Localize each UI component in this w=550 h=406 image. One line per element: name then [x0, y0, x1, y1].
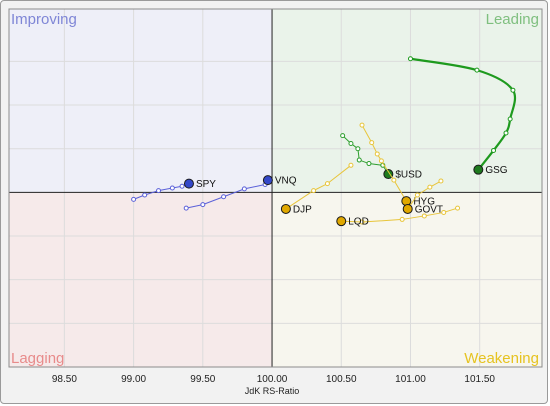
- series-point-usd-2: [355, 146, 361, 152]
- series-point-spy-4: [179, 183, 185, 189]
- series-point-vnq-1: [200, 202, 206, 208]
- series-point-govt-0: [438, 178, 444, 184]
- series-point-hyg-3: [378, 158, 384, 164]
- series-point-gsg-2: [510, 87, 516, 93]
- series-tail-djp: [285, 164, 352, 210]
- series-head-spy: [183, 178, 194, 189]
- series-point-govt-1: [427, 184, 433, 190]
- series-point-djp-2: [311, 188, 317, 194]
- quadrant-label-weakening: Weakening: [464, 350, 539, 367]
- series-point-gsg-5: [491, 147, 497, 153]
- series-point-djp-0: [348, 162, 354, 168]
- series-point-govt-2: [414, 192, 420, 198]
- series-point-gsg-0: [407, 56, 413, 62]
- x-tick-label: 101.00: [395, 374, 426, 385]
- x-tick-label: 98.50: [52, 374, 77, 385]
- plot-border: [8, 8, 543, 368]
- series-point-djp-1: [324, 181, 330, 187]
- series-label-djp: DJP: [293, 204, 312, 215]
- series-point-lqd-3: [399, 216, 405, 222]
- x-tick-label: 99.00: [121, 374, 146, 385]
- quadrant-label-leading: Leading: [486, 11, 539, 28]
- series-point-usd-3: [356, 157, 362, 163]
- quadrant-label-improving: Improving: [11, 11, 77, 28]
- series-point-usd-4: [366, 161, 372, 167]
- series-head-vnq: [262, 175, 273, 186]
- series-label-lqd: LQD: [348, 217, 369, 228]
- series-head-govt: [402, 203, 413, 214]
- series-head-lqd: [336, 216, 347, 227]
- series-point-vnq-2: [221, 194, 227, 200]
- x-tick-label: 100.00: [257, 374, 288, 385]
- series-point-hyg-1: [369, 140, 375, 146]
- quadrant-leading-bg: [272, 9, 542, 193]
- series-head-djp: [280, 203, 291, 214]
- series-point-gsg-1: [474, 67, 480, 73]
- series-point-lqd-2: [421, 213, 427, 219]
- grid-lines: [9, 9, 542, 367]
- series-point-vnq-0: [183, 205, 189, 211]
- series-label-gsg: GSG: [485, 165, 507, 176]
- series-label-vnq: VNQ: [275, 176, 297, 187]
- series-head-usd: [383, 169, 394, 180]
- series-point-spy-2: [156, 188, 162, 194]
- x-tick-label: 100.50: [326, 374, 357, 385]
- series-point-spy-3: [169, 185, 175, 191]
- series-point-lqd-4: [359, 219, 365, 225]
- series-label-hyg: HYG: [413, 197, 435, 208]
- series-point-lqd-1: [441, 209, 447, 215]
- quadrant-label-lagging: Lagging: [11, 350, 64, 367]
- quadrant-improving-bg: [9, 9, 273, 193]
- series-point-usd-1: [348, 140, 354, 146]
- series-point-spy-0: [131, 196, 137, 202]
- x-tick-label: 101.50: [464, 374, 495, 385]
- series-point-hyg-0: [359, 122, 365, 128]
- series-label-spy: SPY: [196, 179, 216, 190]
- x-axis-title: JdK RS-Ratio: [245, 386, 300, 396]
- x-tick-label: 99.50: [190, 374, 215, 385]
- series-point-lqd-0: [455, 205, 461, 211]
- series-point-hyg-2: [374, 151, 380, 157]
- series-point-gsg-4: [503, 130, 509, 136]
- series-point-spy-1: [142, 192, 148, 198]
- series-label-usd: $USD: [395, 170, 422, 181]
- series-label-govt: GOVT: [415, 204, 443, 215]
- series-head-gsg: [473, 164, 484, 175]
- series-point-hyg-4: [391, 177, 397, 183]
- series-point-usd-0: [340, 133, 346, 139]
- series-tail-govt: [407, 180, 442, 210]
- series-tail-hyg: [361, 124, 407, 202]
- series-point-vnq-3: [241, 186, 247, 192]
- series-point-gsg-3: [507, 116, 513, 122]
